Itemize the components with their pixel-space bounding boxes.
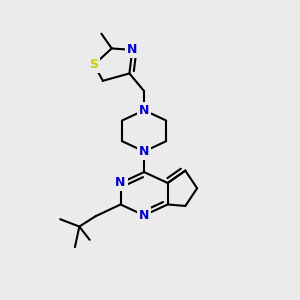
Text: S: S <box>90 58 99 71</box>
Text: N: N <box>116 176 126 190</box>
Text: N: N <box>139 209 149 222</box>
Text: N: N <box>139 145 149 158</box>
Text: N: N <box>127 44 137 56</box>
Text: N: N <box>139 104 149 117</box>
